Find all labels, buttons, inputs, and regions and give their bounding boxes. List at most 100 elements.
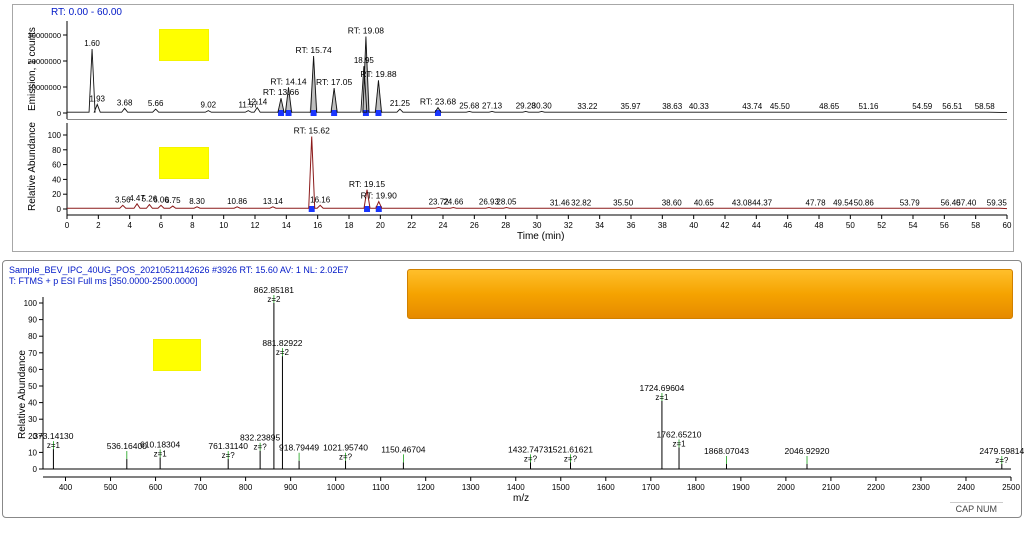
svg-text:2100: 2100 xyxy=(822,483,840,492)
chromatogram-1: Emission, 1 counts 010000000200000003000… xyxy=(67,21,1007,120)
svg-text:373.14130: 373.14130 xyxy=(33,431,73,441)
svg-text:1868.07043: 1868.07043 xyxy=(704,446,749,456)
svg-text:900: 900 xyxy=(284,483,298,492)
svg-text:z=?: z=? xyxy=(995,456,1009,465)
svg-text:25.68: 25.68 xyxy=(459,101,480,110)
svg-text:RT: 23.68: RT: 23.68 xyxy=(420,97,457,107)
svg-text:33.22: 33.22 xyxy=(577,102,598,111)
svg-text:10: 10 xyxy=(219,221,228,230)
svg-text:1.60: 1.60 xyxy=(84,39,100,48)
svg-text:RT: 15.62: RT: 15.62 xyxy=(294,125,331,135)
svg-text:56.51: 56.51 xyxy=(942,102,963,111)
svg-text:35.97: 35.97 xyxy=(621,102,642,111)
svg-text:43.08: 43.08 xyxy=(732,198,753,207)
svg-text:1762.65210: 1762.65210 xyxy=(657,429,702,439)
mz-axis: 4005006007008009001000110012001300140015… xyxy=(43,477,1011,507)
svg-text:50: 50 xyxy=(28,382,37,391)
svg-text:4: 4 xyxy=(127,221,132,230)
svg-text:100: 100 xyxy=(48,131,62,140)
svg-text:832.23895: 832.23895 xyxy=(240,433,280,443)
highlight-box-1 xyxy=(159,29,209,61)
svg-text:1150.46704: 1150.46704 xyxy=(381,444,426,454)
svg-text:z=?: z=? xyxy=(254,443,268,452)
svg-text:14: 14 xyxy=(282,221,291,230)
svg-text:18: 18 xyxy=(345,221,354,230)
svg-text:z=1: z=1 xyxy=(154,449,168,458)
svg-text:8.30: 8.30 xyxy=(189,197,205,206)
svg-text:700: 700 xyxy=(194,483,208,492)
svg-text:400: 400 xyxy=(59,483,73,492)
svg-text:30: 30 xyxy=(533,221,542,230)
highlight-box-2 xyxy=(159,147,209,179)
svg-text:21.25: 21.25 xyxy=(390,99,411,108)
spectrum-panel: Sample_BEV_IPC_40UG_POS_20210521142626 #… xyxy=(2,260,1022,518)
svg-text:48: 48 xyxy=(815,221,824,230)
svg-text:881.82922: 881.82922 xyxy=(262,338,302,348)
spectrum-header-2: T: FTMS + p ESI Full ms [350.0000-2500.0… xyxy=(9,276,197,287)
svg-text:610.18304: 610.18304 xyxy=(140,439,180,449)
svg-text:46: 46 xyxy=(783,221,792,230)
svg-text:56: 56 xyxy=(940,221,949,230)
svg-text:1400: 1400 xyxy=(507,483,525,492)
svg-text:40: 40 xyxy=(689,221,698,230)
svg-text:RT: 19.15: RT: 19.15 xyxy=(349,179,386,189)
svg-text:49.54: 49.54 xyxy=(833,198,854,207)
svg-text:47.78: 47.78 xyxy=(806,198,827,207)
svg-text:30000000: 30000000 xyxy=(28,31,61,40)
svg-text:1600: 1600 xyxy=(597,483,615,492)
svg-text:500: 500 xyxy=(104,483,118,492)
svg-text:38.60: 38.60 xyxy=(662,198,683,207)
svg-text:z=2: z=2 xyxy=(267,295,281,304)
svg-text:1432.74731: 1432.74731 xyxy=(508,444,553,454)
svg-text:5.66: 5.66 xyxy=(148,99,164,108)
svg-text:2: 2 xyxy=(96,221,101,230)
svg-text:52: 52 xyxy=(877,221,886,230)
svg-text:16.16: 16.16 xyxy=(310,195,331,204)
svg-text:10000000: 10000000 xyxy=(28,83,61,92)
svg-text:0: 0 xyxy=(33,465,38,474)
svg-text:18.95: 18.95 xyxy=(354,56,375,65)
svg-text:38.63: 38.63 xyxy=(662,102,683,111)
svg-text:0: 0 xyxy=(57,205,62,214)
svg-text:1521.61621: 1521.61621 xyxy=(548,444,593,454)
svg-text:0: 0 xyxy=(65,221,70,230)
svg-text:44: 44 xyxy=(752,221,761,230)
chrom2-ylabel: Relative Abundance xyxy=(27,122,38,211)
svg-text:z=2: z=2 xyxy=(276,348,290,357)
svg-text:57.40: 57.40 xyxy=(956,198,977,207)
svg-text:RT: 17.05: RT: 17.05 xyxy=(316,77,353,87)
svg-text:50: 50 xyxy=(846,221,855,230)
rt-range-label: RT: 0.00 - 60.00 xyxy=(51,7,122,18)
svg-text:6: 6 xyxy=(159,221,164,230)
svg-text:1200: 1200 xyxy=(417,483,435,492)
svg-text:24: 24 xyxy=(439,221,448,230)
svg-text:9.02: 9.02 xyxy=(201,101,217,110)
svg-text:28: 28 xyxy=(501,221,510,230)
svg-text:2300: 2300 xyxy=(912,483,930,492)
svg-text:54: 54 xyxy=(909,221,918,230)
svg-text:2479.59814: 2479.59814 xyxy=(979,446,1024,456)
svg-text:40.65: 40.65 xyxy=(694,198,715,207)
svg-text:12.14: 12.14 xyxy=(247,98,268,107)
svg-text:40: 40 xyxy=(28,399,37,408)
svg-text:100: 100 xyxy=(24,299,38,308)
spectrum-header-1: Sample_BEV_IPC_40UG_POS_20210521142626 #… xyxy=(9,265,348,276)
svg-text:32.82: 32.82 xyxy=(571,198,592,207)
svg-text:z=1: z=1 xyxy=(655,393,669,402)
svg-text:z=?: z=? xyxy=(524,454,538,463)
svg-text:54.59: 54.59 xyxy=(912,102,933,111)
svg-text:24.66: 24.66 xyxy=(443,198,464,207)
svg-text:1900: 1900 xyxy=(732,483,750,492)
svg-text:27.13: 27.13 xyxy=(482,101,503,110)
highlight-box-3 xyxy=(153,339,201,371)
svg-text:34: 34 xyxy=(595,221,604,230)
svg-text:58.58: 58.58 xyxy=(975,102,996,111)
mz-axis-label: m/z xyxy=(513,493,529,504)
spectrum-ylabel: Relative Abundance xyxy=(17,350,28,439)
svg-text:36: 36 xyxy=(627,221,636,230)
svg-text:58: 58 xyxy=(971,221,980,230)
svg-text:0: 0 xyxy=(57,109,61,118)
svg-text:60: 60 xyxy=(1003,221,1012,230)
svg-text:RT: 19.08: RT: 19.08 xyxy=(348,26,385,36)
svg-text:16: 16 xyxy=(313,221,322,230)
